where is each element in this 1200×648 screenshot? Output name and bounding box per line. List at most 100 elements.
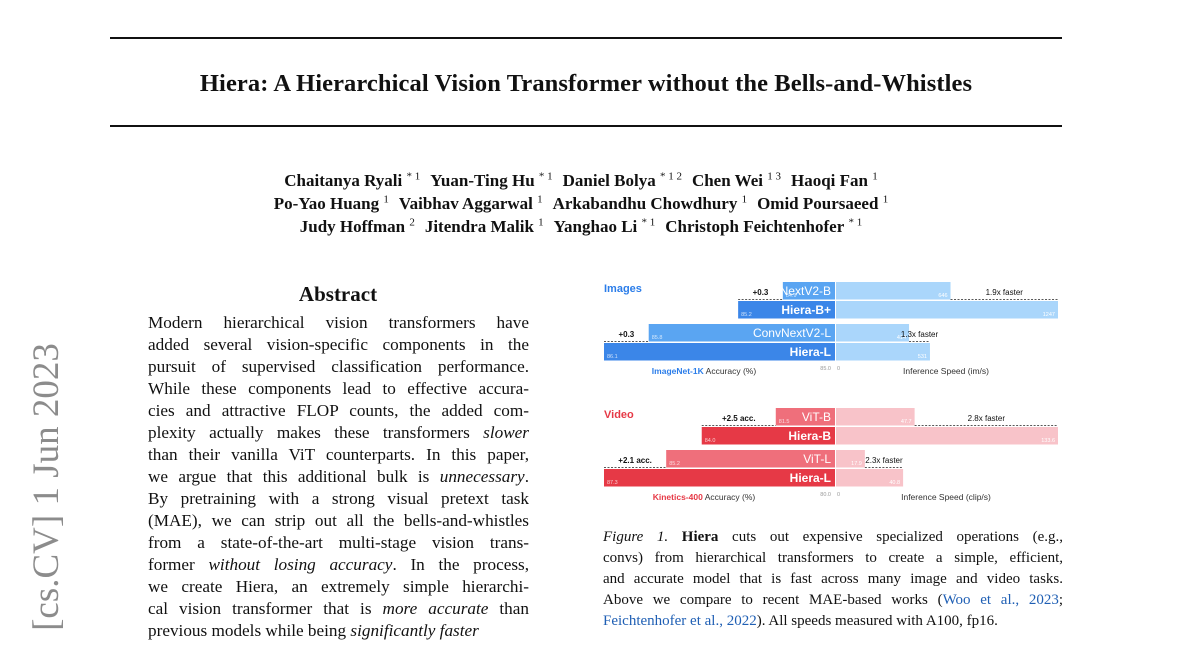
accuracy-bar [666,450,835,468]
abstract-body-line: than their vanilla ViT counterparts. In … [148,444,529,466]
accuracy-delta-label: +2.1 acc. [618,456,652,465]
author: Arkabandhu Chowdhury 1 [553,193,747,213]
author-name: Yuan-Ting Hu [430,170,535,190]
author-name: Jitendra Malik [424,216,534,236]
accuracy-delta-label: +0.3 [618,330,634,339]
speedup-label: 2.3x faster [865,456,903,465]
author-name: Chen Wei [691,170,763,190]
text-run: By pretraining with a strong visual pret… [148,489,529,508]
text-run: we argue that this additional bulk is [148,467,440,486]
author-name: Haoqi Fan [790,170,868,190]
accuracy-value-label: 86.1 [607,354,618,360]
author-name: Vaibhav Aggarwal [398,193,533,213]
author-affiliation: * 1 [848,216,863,228]
author-affiliation: 1 [882,193,889,205]
author-line-1: Chaitanya Ryali * 1 Yuan-Ting Hu * 1 Danie… [110,170,1062,191]
author-affiliation: 1 3 [767,170,781,182]
author-affiliation: 1 [383,193,389,205]
model-name-label: ConvNextV2-L [753,326,831,340]
author: Yuan-Ting Hu * 1 [430,170,553,190]
author: Jitendra Malik 1 [424,216,544,236]
text-run: Figure 1. [603,529,669,545]
left-axis-min-label: 80.0 [820,492,831,498]
model-name-label: Hiera-B+ [781,303,831,317]
abstract-body-line: pursuit of supervised classification per… [148,356,529,378]
speed-value-label: 17.9 [851,461,862,467]
speed-value-label: 646 [938,293,947,299]
model-name-label: ViT-B [802,410,831,424]
accuracy-bar [604,469,835,487]
text-run: While these components lead to effective… [148,379,529,398]
author: Daniel Bolya * 1 2 [563,170,682,190]
abstract-body-line: former without losing accuracy. In the p… [148,554,529,576]
model-name-label: Hiera-L [790,345,831,359]
left-axis-min-label: 85.0 [820,366,831,372]
accuracy-bar [648,324,835,342]
text-run: Modern hierarchical vision transformers … [148,313,529,332]
author-name: Yanghao Li [553,216,638,236]
text-run: plexity actually makes these transformer… [148,423,484,442]
text-run: than [488,599,529,618]
text-run: ). All speeds measured with A100, fp16. [756,613,998,629]
text-run: former [148,555,209,574]
author: Haoqi Fan 1 [790,170,878,190]
abstract-body-line: Modern hierarchical vision transformers … [148,312,529,334]
caption-line: convs) from hierarchical transformers to… [603,548,1063,569]
accuracy-bar [701,427,835,445]
text-run: . In the process, [392,555,530,574]
author: Judy Hoffman 2 [299,216,415,236]
accuracy-delta-label: +0.3 [753,288,769,297]
speed-bar [836,343,930,361]
accuracy-value-label: 85.8 [652,335,663,341]
text-run: cal vision transformer that is [148,599,383,618]
text-run: and accurate model that is fast across m… [603,571,1063,587]
accuracy-bar [782,282,835,300]
abstract-body-line: (MAE), we can strip out all the bells-an… [148,510,529,532]
citation-link[interactable]: Woo et al., 2023 [942,592,1059,608]
speed-value-label: 414 [897,335,906,341]
text-run: (MAE), we can strip out all the bells-an… [148,511,529,530]
accuracy-value-label: 84.0 [705,438,716,444]
right-axis-zero-label: 0 [837,492,840,498]
author-name: Chaitanya Ryali [284,170,403,190]
abstract-body-line: we create Hiera, an extremely simple hie… [148,576,529,598]
speed-bar [836,469,904,487]
text-run: Above we compare to recent MAE-based wor… [603,592,943,608]
text-run: without losing accuracy [208,555,393,574]
speed-bar [836,408,915,426]
dataset-name: Kinetics-400 [653,492,703,502]
author-affiliation: 1 [537,193,543,205]
author-affiliation: 1 [872,170,878,182]
author: Chaitanya Ryali * 1 [284,170,420,190]
author: Yanghao Li * 1 [553,216,656,236]
speed-value-label: 531 [918,354,927,360]
accuracy-bar [775,408,835,426]
abstract-body-line: plexity actually makes these transformer… [148,422,529,444]
citation-link[interactable]: Feichtenhofer et al., 2022 [603,613,757,629]
author-affiliation: * 1 [538,170,553,182]
caption-line: Feichtenhofer et al., 2022). All speeds … [603,611,1063,632]
author: Vaibhav Aggarwal 1 [398,193,543,213]
axis-unit: Accuracy (%) [703,492,756,502]
panel-label: Video [604,409,634,421]
panel-label: Images [604,283,642,295]
right-axis-label: Inference Speed (clip/s) [901,492,991,502]
author-affiliation: * 1 [641,216,656,228]
text-run: Hiera [681,529,719,545]
caption-line: Above we compare to recent MAE-based wor… [603,590,1063,611]
speed-bar [836,301,1058,319]
right-axis-label: Inference Speed (im/s) [903,366,989,376]
model-name-label: ConvNextV2-B [752,284,831,298]
author: Po-Yao Huang 1 [274,193,389,213]
accuracy-value-label: 84.9 [786,293,797,299]
author-name: Judy Hoffman [299,216,406,236]
accuracy-delta-label: +2.5 acc. [722,414,756,423]
text-run: from a state-of-the-art multi-stage visi… [148,533,529,552]
text-run: more accurate [382,599,489,618]
abstract-body-line: we argue that this additional bulk is un… [148,466,529,488]
arxiv-side-stamp: [cs.CV] 1 Jun 2023 [26,343,67,631]
abstract-heading: Abstract [298,282,378,306]
author: Christoph Feichtenhofer * 1 [665,216,863,236]
speedup-label: 2.8x faster [968,414,1006,423]
abstract-body-line: added several vision-specific components… [148,334,529,356]
